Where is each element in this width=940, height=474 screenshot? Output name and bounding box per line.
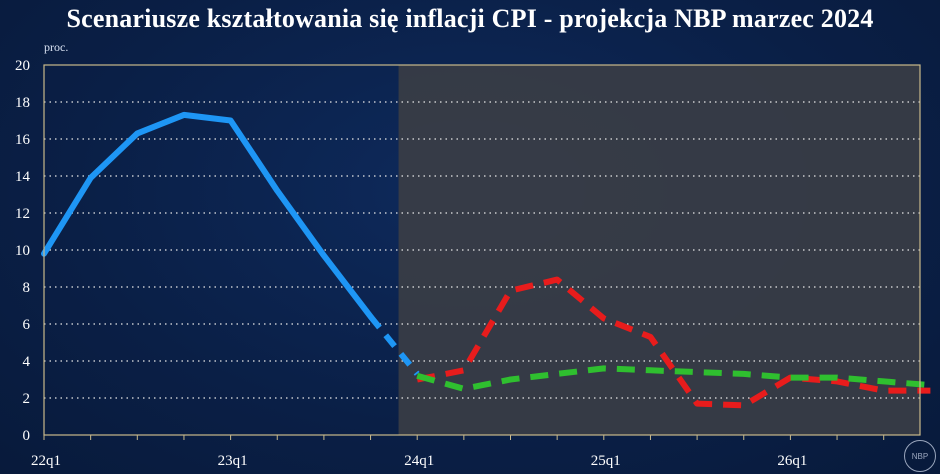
y-tick-label: 4 [23,354,31,370]
y-tick-label: 16 [15,132,31,148]
x-tick-label: 22q1 [31,453,61,469]
x-tick-label: 26q1 [777,453,807,469]
series-line-red-dashed [416,276,931,409]
plot-frame [43,64,921,436]
x-tick-label: 23q1 [218,453,248,469]
x-tick-label: 24q1 [404,453,434,469]
series-line-green-dashed [416,365,931,392]
y-tick-label: 6 [23,317,31,333]
y-tick-label: 14 [15,169,31,185]
chart-title: Scenariusze kształtowania się inflacji C… [66,4,874,33]
nbp-logo: NBP [904,440,936,472]
y-tick-label: 2 [23,391,31,407]
y-tick-label: 10 [15,243,30,259]
series-line-blue-solid [41,111,374,320]
y-tick-label: 0 [23,428,31,444]
y-tick-label: 12 [15,206,30,222]
y-tick-label: 8 [23,280,31,296]
y-axis-unit: proc. [44,40,69,54]
x-tick-label: 25q1 [591,453,621,469]
y-tick-label: 18 [15,95,30,111]
y-tick-label: 20 [15,58,30,74]
series-line-blue-dashed [368,314,420,376]
